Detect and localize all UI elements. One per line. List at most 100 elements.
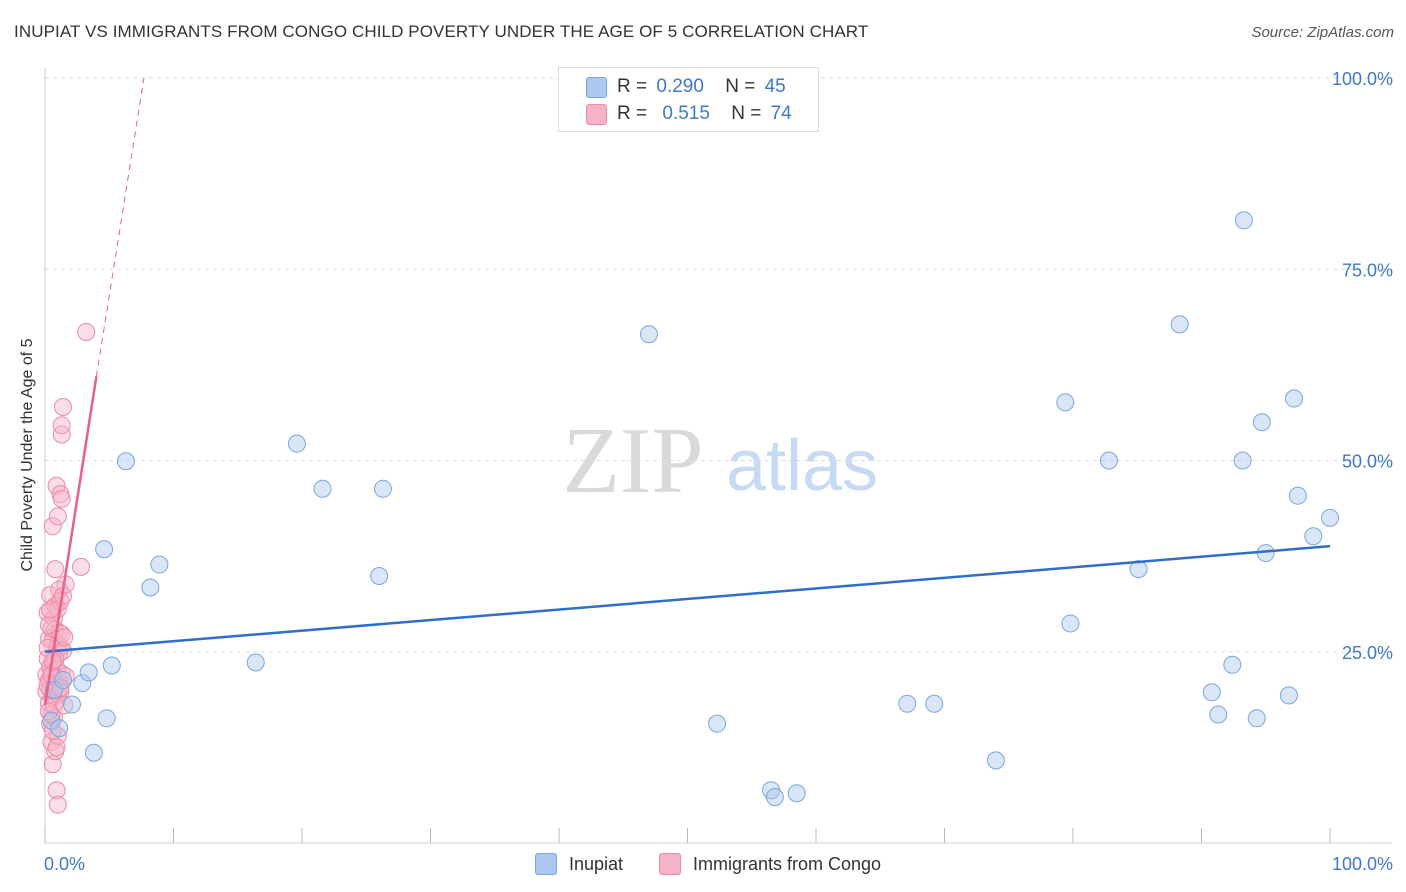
congo-point [43,517,62,536]
y-tick-label: 50.0% [1342,452,1393,472]
watermark-atlas: atlas [726,426,878,506]
inupiat-point [79,663,98,682]
inupiat-point [1061,614,1080,633]
inupiat-point [1247,709,1266,728]
inupiat-point [287,434,306,453]
inupiat-point [150,555,169,574]
congo-point [77,322,96,341]
inupiat-point [116,452,135,471]
inupiat-point [986,751,1005,770]
inupiat-legend-swatch [535,853,557,875]
n-label: N = [725,76,756,97]
congo-point [55,696,74,715]
congo-point [55,628,74,647]
axes [44,68,1392,844]
inupiat-point [373,479,392,498]
y-tick-label: 100.0% [1332,69,1393,89]
congo-trend-line [43,376,98,706]
legend-inupiat-text: R = 0.290 N = 45 [617,76,786,98]
source-label: Source: ZipAtlas.com [1251,24,1394,41]
congo-point [41,586,60,605]
congo-legend-swatch [659,853,681,875]
chart-title: INUPIAT VS IMMIGRANTS FROM CONGO CHILD P… [14,22,869,41]
inupiat-point [42,711,61,730]
inupiat-point [1304,527,1323,546]
congo-point [47,781,66,800]
inupiat-point [639,325,658,344]
legend-congo-text: R = 0.515 N = 74 [617,103,792,125]
congo-point [46,560,65,579]
inupiat-point [97,709,116,728]
inupiat-point [1223,655,1242,674]
inupiat-point [1279,686,1298,705]
inupiat-point [898,694,917,713]
r-value: 0.515 [662,103,710,124]
tick-labels: 25.0% 50.0% 75.0% 100.0% 0.0% 100.0% [44,69,1393,874]
inupiat-point [1209,705,1228,724]
congo-point [71,557,90,576]
congo-point [52,425,71,444]
inupiat-point [925,694,944,713]
inupiat-point [53,671,72,690]
inupiat-point [1234,211,1253,230]
n-label: N = [731,103,762,124]
congo-swatch [586,103,607,125]
grid [45,77,1392,653]
inupiat-point [73,674,92,693]
inupiat-point [50,719,69,738]
congo-point [48,726,67,745]
inupiat-point [102,656,121,675]
inupiat-point [787,784,806,803]
congo-point [52,416,71,435]
correlation-legend: R = 0.290 N = 45 R = 0.515 N = 74 [558,67,819,132]
congo-points [37,322,96,814]
congo-point [39,615,58,634]
inupiat-points [42,211,1339,807]
inupiat-trend-line [44,544,1331,653]
inupiat-point [708,714,727,733]
inupiat-point [1288,486,1307,505]
congo-point [52,489,71,508]
legend-congo: Immigrants from Congo [659,852,881,876]
r-label: R = [617,76,648,97]
r-label: R = [617,103,648,124]
inupiat-point [1170,315,1189,334]
inupiat-point [1099,451,1118,470]
congo-point [48,795,67,814]
inupiat-point [1285,389,1304,408]
inupiat-point [313,479,332,498]
inupiat-point [1056,393,1075,412]
n-value: 74 [770,103,792,124]
congo-point [48,507,67,526]
inupiat-legend-label: Inupiat [569,853,624,874]
inupiat-point [141,578,160,597]
inupiat-point [765,788,784,807]
y-tick-label: 75.0% [1342,260,1393,280]
inupiat-point [1233,451,1252,470]
inupiat-point [1202,683,1221,702]
legend-inupiat: Inupiat [535,852,623,876]
inupiat-point [1321,508,1339,527]
inupiat-point [62,695,81,714]
inupiat-point [246,653,265,672]
congo-legend-label: Immigrants from Congo [693,853,882,874]
inupiat-swatch [586,76,607,98]
inupiat-point [370,567,389,586]
inupiat-point [44,681,63,699]
congo-point [47,738,66,757]
y-tick-label: 25.0% [1342,643,1393,663]
n-value: 45 [764,76,786,97]
watermark-zip: ZIP [563,409,704,513]
inupiat-point [95,540,114,559]
x-tick-label: 0.0% [44,854,85,874]
inupiat-point [84,743,103,762]
inupiat-point [1129,560,1148,579]
x-tick-label: 100.0% [1332,854,1393,874]
inupiat-point [1252,413,1271,432]
trend-lines [43,77,1331,706]
r-value: 0.290 [656,76,704,97]
congo-trend-extension [95,77,145,377]
congo-point [41,600,60,619]
congo-point [53,397,72,416]
